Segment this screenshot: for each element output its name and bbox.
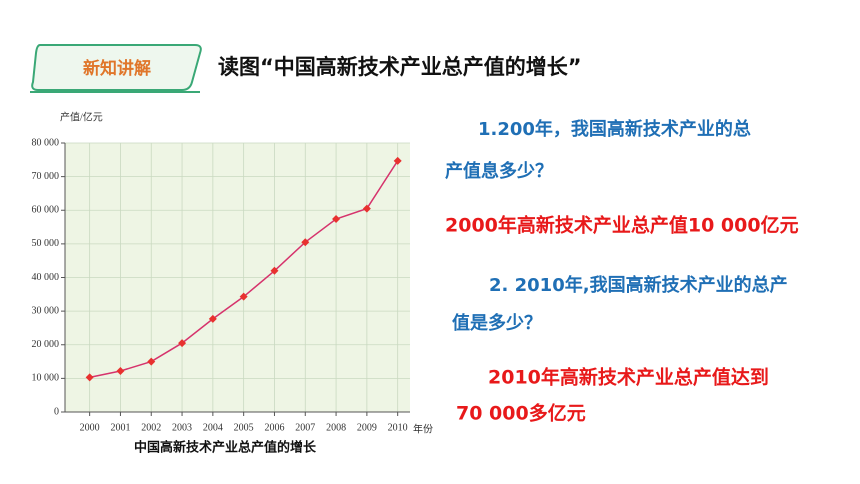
- y-tick-label: 0: [54, 406, 59, 417]
- x-axis-label: 年份: [413, 422, 433, 435]
- marker: [270, 266, 279, 275]
- x-tick-label: 2002: [141, 422, 161, 433]
- marker: [393, 156, 402, 165]
- marker: [208, 314, 217, 323]
- marker: [239, 292, 248, 301]
- y-tick-label: 50 000: [32, 238, 60, 249]
- marker: [362, 204, 371, 213]
- badge-shape: [31, 44, 202, 91]
- answer: 2010年高新技术产业总产值达到: [488, 366, 769, 389]
- question: 值是多少？: [452, 312, 542, 334]
- x-tick-label: 2007: [295, 422, 315, 433]
- badge: 新知讲解: [83, 58, 151, 79]
- y-tick-label: 20 000: [32, 339, 60, 350]
- y-tick-label: 40 000: [32, 272, 60, 283]
- answer: 2000年高新技术产业总产值10 000亿元: [445, 214, 799, 237]
- y-tick-label: 10 000: [32, 373, 60, 384]
- x-tick-label: 2009: [357, 422, 377, 433]
- answer: 70 000多亿元: [456, 402, 586, 425]
- title: 读图“中国高新技术产业总产值的增长”: [218, 55, 582, 79]
- y-tick-label: 30 000: [32, 305, 60, 316]
- x-tick-label: 2004: [203, 422, 223, 433]
- question: 2. 2010年,我国高新技术产业的总产: [489, 274, 788, 296]
- caption: 中国高新技术产业总产值的增长: [134, 440, 317, 456]
- y-tick-label: 60 000: [32, 205, 60, 216]
- marker: [301, 238, 310, 247]
- x-tick-label: 2001: [110, 422, 130, 433]
- y-tick-label: 80 000: [32, 137, 60, 148]
- x-tick-label: 2003: [172, 422, 192, 433]
- x-tick-label: 2006: [264, 422, 284, 433]
- marker: [147, 357, 156, 366]
- x-tick-label: 2008: [326, 422, 346, 433]
- x-tick-label: 2000: [80, 422, 100, 433]
- marker: [332, 214, 341, 223]
- question: 1.200年，我国高新技术产业的总: [478, 118, 751, 140]
- y-tick-label: 70 000: [32, 171, 60, 182]
- marker: [85, 373, 94, 382]
- marker: [116, 366, 125, 375]
- x-tick-label: 2005: [234, 422, 254, 433]
- y-axis-label: 产值/亿元: [60, 110, 103, 123]
- marker: [178, 339, 187, 348]
- x-tick-label: 2010: [388, 422, 408, 433]
- question: 产值息多少？: [445, 160, 553, 182]
